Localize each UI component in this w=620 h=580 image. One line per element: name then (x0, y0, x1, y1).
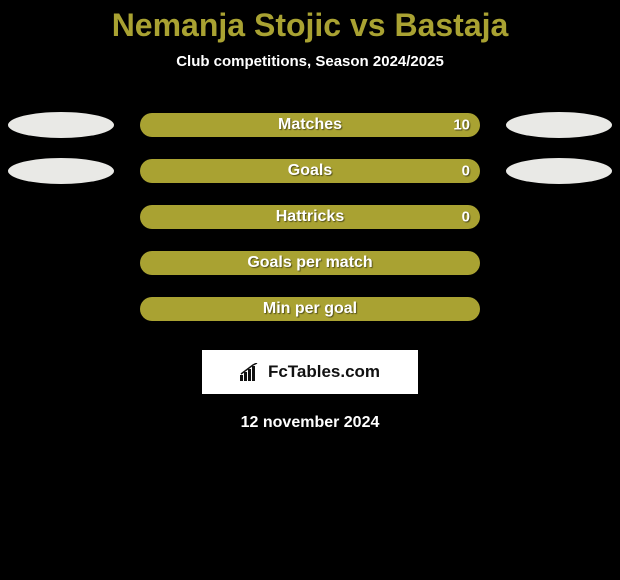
stat-row: Matches10 (0, 102, 620, 148)
stat-rows: Matches10Goals0Hattricks0Goals per match… (0, 102, 620, 332)
right-ellipse (506, 112, 612, 138)
stat-bar: Matches10 (140, 113, 480, 137)
bar-chart-icon (240, 363, 262, 381)
subtitle: Club competitions, Season 2024/2025 (0, 53, 620, 70)
stat-value: 0 (462, 209, 470, 226)
stat-row: Min per goal (0, 286, 620, 332)
stat-row: Hattricks0 (0, 194, 620, 240)
brand-badge: FcTables.com (202, 350, 418, 394)
stat-value: 10 (453, 117, 470, 134)
stat-label: Goals (140, 162, 480, 180)
stat-bar: Hattricks0 (140, 205, 480, 229)
left-ellipse (8, 112, 114, 138)
right-ellipse (506, 158, 612, 184)
stat-bar: Goals per match (140, 251, 480, 275)
brand-text: FcTables.com (268, 362, 380, 382)
stat-label: Min per goal (140, 300, 480, 318)
stat-label: Hattricks (140, 208, 480, 226)
stat-bar: Min per goal (140, 297, 480, 321)
stat-label: Matches (140, 116, 480, 134)
stat-bar: Goals0 (140, 159, 480, 183)
stat-label: Goals per match (140, 254, 480, 272)
page-title: Nemanja Stojic vs Bastaja (0, 0, 620, 43)
stat-row: Goals0 (0, 148, 620, 194)
left-ellipse (8, 158, 114, 184)
stat-row: Goals per match (0, 240, 620, 286)
date-text: 12 november 2024 (0, 414, 620, 432)
stat-value: 0 (462, 163, 470, 180)
infographic-canvas: Nemanja Stojic vs Bastaja Club competiti… (0, 0, 620, 580)
